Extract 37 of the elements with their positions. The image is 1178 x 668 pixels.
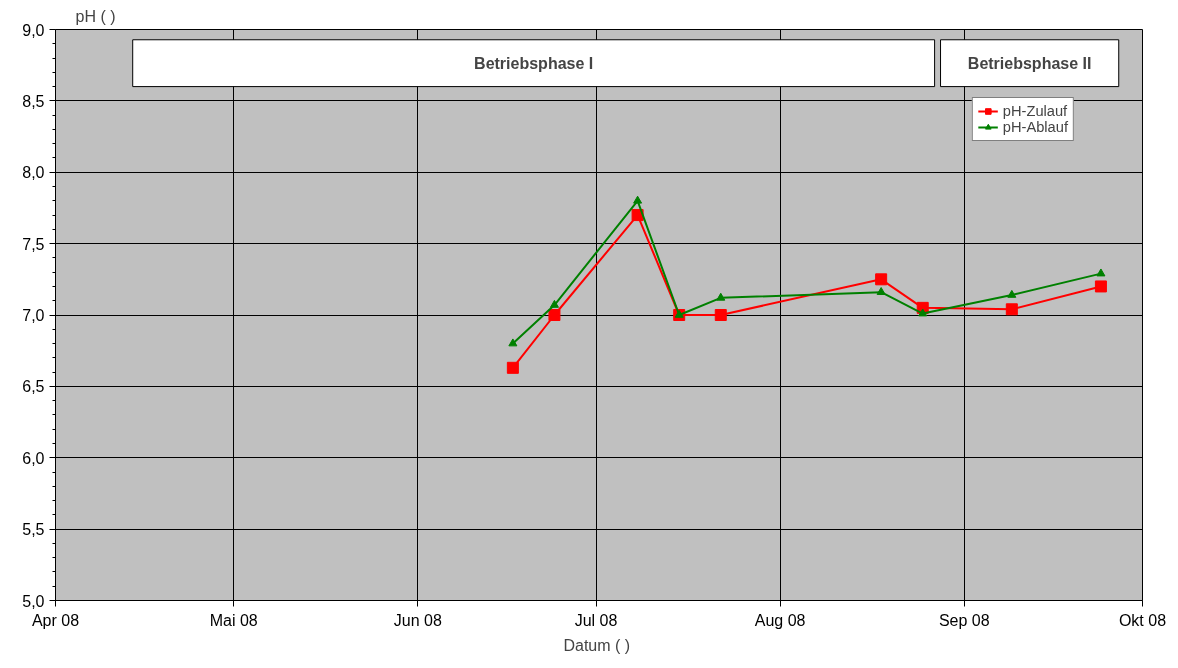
x-tick-label: Mai 08 bbox=[209, 611, 258, 629]
point bbox=[548, 309, 561, 321]
y-tick-label: 5,0 bbox=[22, 592, 45, 610]
y-tick-label: 7,5 bbox=[22, 235, 45, 253]
y-tick-label: 8,5 bbox=[22, 92, 45, 110]
point bbox=[875, 273, 888, 286]
x-tick-label: Okt 08 bbox=[1118, 611, 1167, 629]
y-tick-label: 5,5 bbox=[22, 521, 45, 539]
legend-label: pH-Ablauf bbox=[1002, 119, 1068, 135]
x-tick-label: Sep 08 bbox=[938, 611, 990, 629]
point bbox=[1007, 289, 1017, 298]
point bbox=[508, 338, 518, 347]
point bbox=[714, 309, 727, 321]
point bbox=[633, 195, 643, 204]
y-tick-label: 9,0 bbox=[22, 21, 45, 39]
x-tick-label: Jul 08 bbox=[574, 611, 618, 629]
y-tick-label: 8,0 bbox=[22, 164, 45, 182]
point bbox=[716, 292, 726, 301]
x-tick-label: Jun 08 bbox=[393, 611, 442, 629]
point bbox=[918, 308, 928, 317]
point bbox=[549, 299, 559, 308]
point bbox=[506, 361, 519, 374]
point bbox=[1094, 280, 1107, 293]
y-tick-label: 6,0 bbox=[22, 449, 45, 467]
band-label: Betriebsphase I bbox=[474, 54, 594, 72]
legend-label: pH-Zulauf bbox=[1002, 103, 1068, 119]
x-axis-title: Datum ( ) bbox=[563, 636, 631, 654]
y-tick-label: 6,5 bbox=[22, 378, 45, 396]
band-label: Betriebsphase II bbox=[967, 54, 1092, 72]
x-tick-label: Apr 08 bbox=[31, 611, 80, 629]
point bbox=[1096, 268, 1106, 277]
x-tick-label: Aug 08 bbox=[754, 611, 806, 629]
point bbox=[1005, 303, 1018, 316]
y-tick-label: 7,0 bbox=[22, 307, 45, 324]
point bbox=[631, 209, 644, 222]
y-axis-title: pH ( ) bbox=[75, 7, 116, 25]
point bbox=[876, 287, 886, 295]
